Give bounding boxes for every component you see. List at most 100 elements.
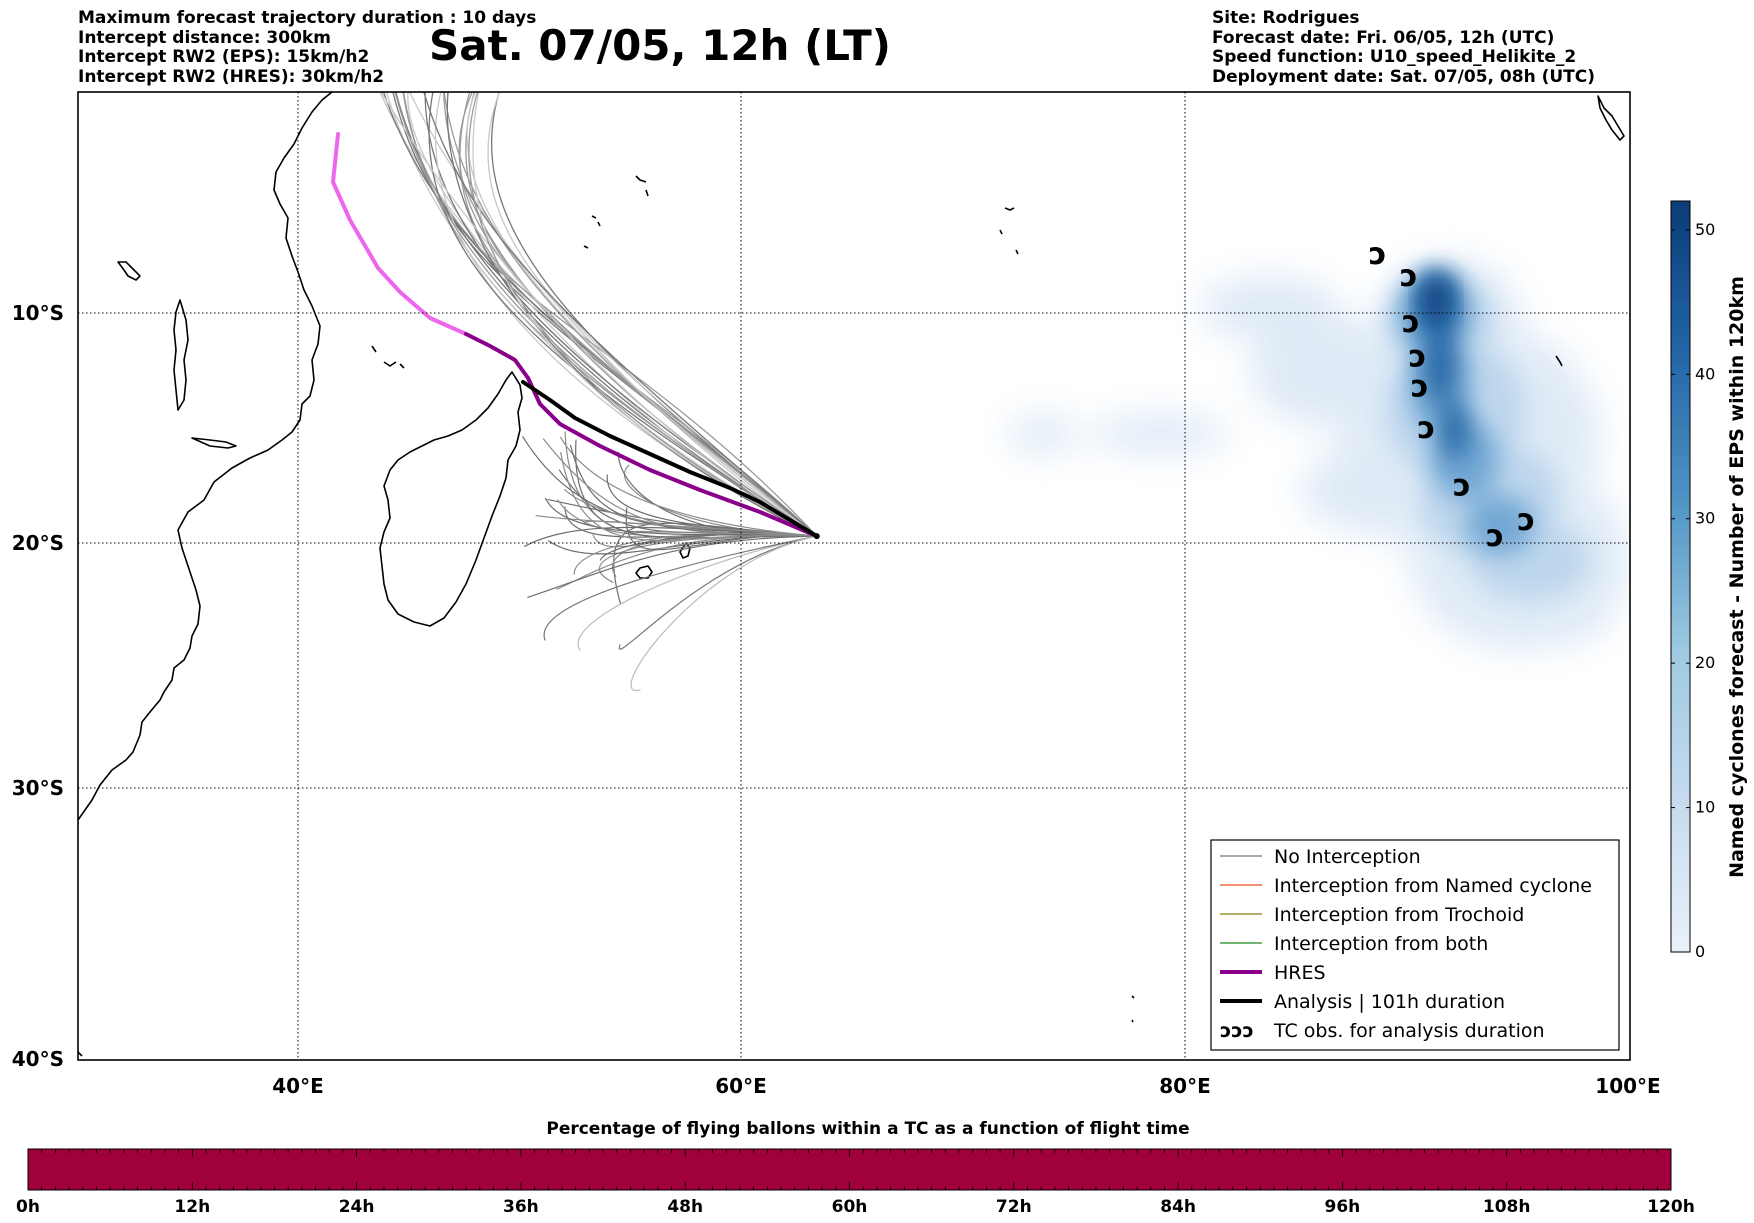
- trajectory-west: [535, 514, 818, 537]
- legend-label-trochoid: Interception from Trochoid: [1274, 904, 1524, 926]
- trajectory-north: [428, 92, 818, 537]
- intercept-eps-text: Intercept RW2 (EPS): 15km/h2: [78, 47, 370, 67]
- time-tick-label: 12h: [174, 1197, 210, 1217]
- trajectories: [331, 92, 820, 691]
- forecast-info-block: Site: Rodrigues Forecast date: Fri. 06/0…: [1212, 8, 1596, 87]
- south-coast-island: [191, 437, 237, 449]
- flight-time-bar-title: Percentage of flying ballons within a TC…: [546, 1119, 1189, 1139]
- legend-label-named-cyclone: Interception from Named cyclone: [1274, 875, 1592, 897]
- tc-obs-marker: ↄ: [1486, 519, 1504, 554]
- lon-label-60e: 60°E: [715, 1074, 767, 1098]
- flight-time-bar: Percentage of flying ballons within a TC…: [16, 1119, 1695, 1217]
- forecast-date-text: Forecast date: Fri. 06/05, 12h (UTC): [1212, 27, 1555, 48]
- lat-label-30s: 30°S: [12, 776, 64, 800]
- max-duration-text: Maximum forecast trajectory duration : 1…: [78, 8, 537, 28]
- lat-label-20s: 20°S: [12, 531, 64, 555]
- seychelles-islands: [583, 175, 649, 249]
- axis-labels: 40°E 60°E 80°E 100°E 10°S 20°S 30°S 40°S: [12, 301, 1661, 1098]
- page-title: Sat. 07/05, 12h (LT): [429, 21, 891, 70]
- mauritius-coastline: [679, 542, 691, 559]
- trajectory-west: [527, 535, 818, 598]
- amsterdam-island: [1131, 995, 1135, 1023]
- trajectory-north: [385, 92, 818, 537]
- eps-colorbar: 0 10 20 30 40 50 Named cyclones forecast - Nu…: [1670, 200, 1748, 961]
- trajectory-south: [543, 535, 818, 641]
- north-coast-island: [117, 261, 141, 281]
- eps-tick-label: 10: [1695, 798, 1715, 817]
- legend-swatch-tc-obs: ↄↄↄ: [1220, 1020, 1254, 1042]
- trajectory-north: [382, 92, 818, 537]
- legend-label-tc-obs: TC obs. for analysis duration: [1273, 1020, 1545, 1042]
- time-tick-label: 48h: [667, 1197, 703, 1217]
- tc-obs-marker: ↄ: [1369, 237, 1387, 272]
- legend: No Interception Interception from Named …: [1210, 839, 1620, 1051]
- map-frame: [77, 91, 1631, 1061]
- tc-obs-marker: ↄ: [1411, 370, 1429, 405]
- trajectory-north: [409, 92, 818, 537]
- eps-tick-label: 0: [1695, 942, 1705, 961]
- intercept-hres-text: Intercept RW2 (HRES): 30km/h2: [78, 66, 385, 87]
- intercept-distance-text: Intercept distance: 300km: [78, 27, 331, 48]
- deployment-date-text: Deployment date: Sat. 07/05, 08h (UTC): [1212, 66, 1596, 87]
- flight-time-ticks: 0h 12h 24h 36h 48h 60h 72h 84h 96h 108h 120h: [16, 1149, 1695, 1217]
- hres-trajectory-early: [331, 132, 468, 336]
- eps-tick-label: 20: [1695, 653, 1715, 672]
- lon-label-80e: 80°E: [1159, 1074, 1211, 1098]
- lat-label-10s: 10°S: [12, 301, 64, 325]
- launch-site-marker: [813, 533, 820, 540]
- tc-obs-marker: ↄ: [1453, 469, 1471, 504]
- legend-label-hres: HRES: [1274, 962, 1326, 984]
- trajectory-west: [560, 436, 818, 537]
- time-tick-label: 60h: [832, 1197, 868, 1217]
- eps-colorbar-bar: [1670, 200, 1691, 953]
- tc-obs-marker: ↄ: [1418, 411, 1436, 446]
- coastlines: [78, 92, 1625, 1057]
- eps-tick-label: 40: [1695, 364, 1715, 383]
- eps-tick-label: 30: [1695, 509, 1715, 528]
- legend-label-both: Interception from both: [1274, 933, 1488, 955]
- time-tick-label: 108h: [1483, 1197, 1531, 1217]
- trajectory-north: [402, 92, 818, 537]
- time-tick-label: 84h: [1160, 1197, 1196, 1217]
- tc-obs-marker: ↄ: [1517, 503, 1535, 538]
- gridlines: [78, 92, 1630, 1060]
- trajectory-south: [577, 535, 818, 651]
- time-tick-label: 120h: [1647, 1197, 1695, 1217]
- hres-trajectory: [464, 332, 819, 539]
- reunion-coastline: [635, 565, 653, 579]
- eps-density-field: [1007, 258, 1630, 650]
- time-tick-label: 0h: [16, 1197, 40, 1217]
- legend-label-no-interception: No Interception: [1274, 846, 1421, 868]
- lon-label-100e: 100°E: [1595, 1074, 1660, 1098]
- chagos-islands: [999, 207, 1019, 255]
- trajectory-north: [394, 92, 818, 537]
- zanzibar-coastline: [173, 299, 189, 411]
- eps-tick-label: 50: [1695, 220, 1715, 239]
- trajectory-north: [395, 92, 818, 537]
- cocos-islands: [1555, 355, 1563, 367]
- africa-coastline: [78, 92, 333, 821]
- trajectory-south: [630, 535, 818, 691]
- far-east-island: [1597, 95, 1625, 141]
- trajectory-west: [573, 532, 818, 575]
- madagascar-coastline: [379, 371, 523, 627]
- tc-obs-marker: ↄ: [1402, 305, 1420, 340]
- tc-obs-marker: ↄ: [1400, 259, 1418, 294]
- legend-box: [1210, 839, 1620, 1051]
- time-tick-label: 72h: [996, 1197, 1032, 1217]
- speed-function-text: Speed function: U10_speed_Helikite_2: [1212, 47, 1577, 67]
- comoros-coastline: [371, 345, 405, 369]
- trajectory-north: [466, 92, 818, 537]
- title-wrapper: Sat. 07/05, 12h (LT): [0, 22, 1754, 70]
- trajectory-south: [618, 535, 818, 650]
- run-settings-block: Maximum forecast trajectory duration : 1…: [78, 8, 537, 87]
- site-text: Site: Rodrigues: [1212, 8, 1360, 28]
- eps-colorbar-label: Named cyclones forecast - Number of EPS …: [1726, 276, 1748, 878]
- time-tick-label: 24h: [339, 1197, 375, 1217]
- tc-obs-marker: ↄ: [1409, 340, 1427, 375]
- trajectory-north: [380, 92, 818, 537]
- trajectory-north: [423, 92, 818, 537]
- lon-label-40e: 40°E: [272, 1074, 324, 1098]
